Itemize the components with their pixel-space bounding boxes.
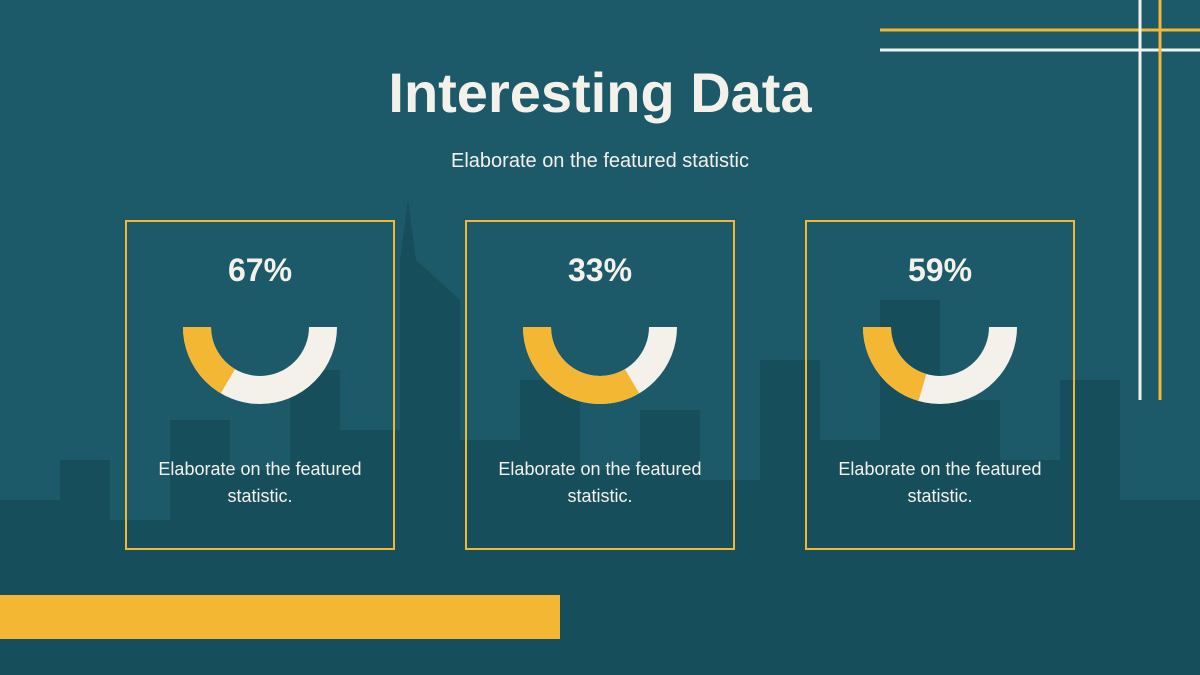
stat-card: 33% Elaborate on the featured statistic. (465, 220, 735, 550)
accent-bar (0, 595, 560, 639)
slide: Interesting Data Elaborate on the featur… (0, 0, 1200, 675)
slide-title: Interesting Data (0, 60, 1200, 125)
semi-donut-chart (850, 297, 1030, 407)
stat-value: 59% (908, 252, 972, 289)
semi-donut-chart (510, 297, 690, 407)
stat-caption: Elaborate on the featured statistic. (827, 456, 1053, 528)
slide-subtitle: Elaborate on the featured statistic (0, 150, 1200, 173)
stat-value: 33% (568, 252, 632, 289)
stat-card: 67% Elaborate on the featured statistic. (125, 220, 395, 550)
stat-value: 67% (228, 252, 292, 289)
stat-cards-row: 67% Elaborate on the featured statistic.… (0, 220, 1200, 550)
stat-caption: Elaborate on the featured statistic. (147, 456, 373, 528)
stat-card: 59% Elaborate on the featured statistic. (805, 220, 1075, 550)
stat-caption: Elaborate on the featured statistic. (487, 456, 713, 528)
semi-donut-chart (170, 297, 350, 407)
